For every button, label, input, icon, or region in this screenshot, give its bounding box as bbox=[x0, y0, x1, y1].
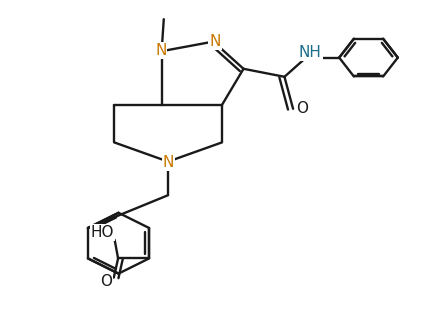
Text: O: O bbox=[100, 274, 112, 289]
Text: O: O bbox=[296, 101, 308, 116]
Text: methyl: methyl bbox=[169, 16, 173, 18]
Text: N: N bbox=[155, 44, 166, 58]
Text: HO: HO bbox=[91, 225, 114, 240]
Text: N: N bbox=[163, 155, 174, 170]
Text: NH: NH bbox=[298, 45, 321, 60]
Text: N: N bbox=[209, 34, 220, 49]
